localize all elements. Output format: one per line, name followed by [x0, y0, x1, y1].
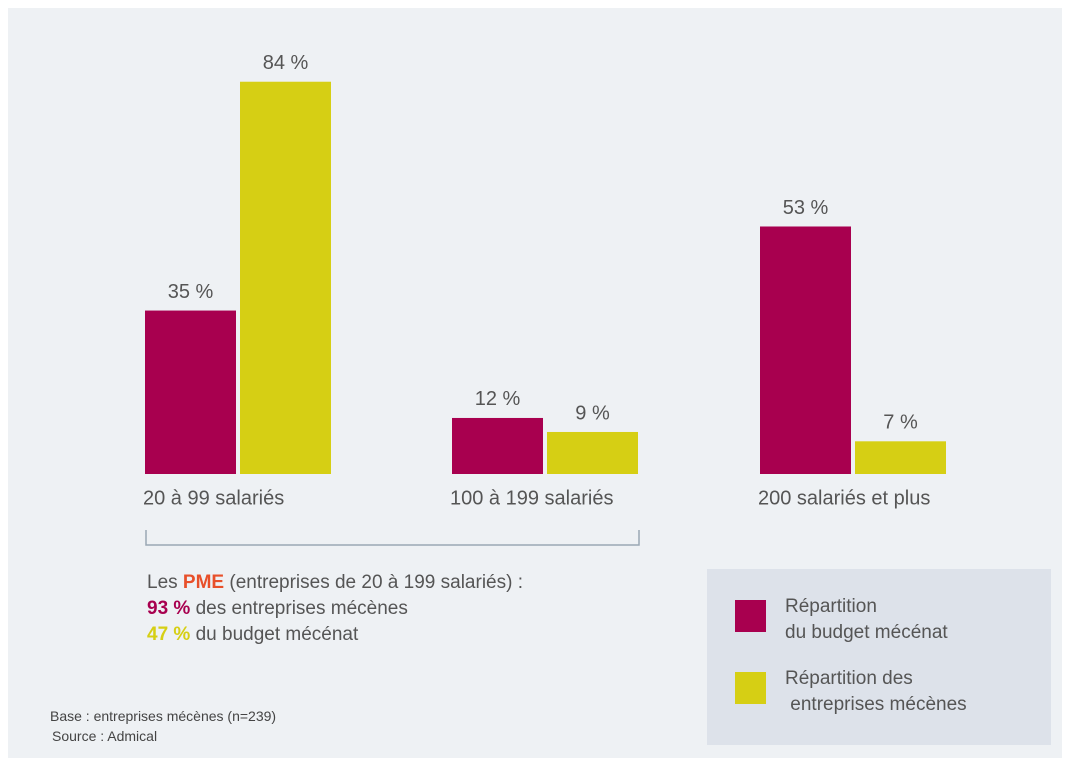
x-tick-label: 200 salariés et plus	[758, 487, 930, 509]
bar	[547, 431, 638, 474]
text: du budget mécénat	[190, 624, 359, 645]
legend: Répartition du budget mécénat Répartition…	[707, 569, 1051, 745]
text: (entreprises de 20 à 199 salariés) :	[224, 572, 523, 593]
text: Les	[147, 572, 183, 593]
legend-swatch	[735, 672, 766, 704]
value-label: 9 %	[575, 402, 610, 424]
text: des entreprises mécènes	[190, 598, 408, 619]
bar	[452, 417, 543, 474]
legend-label: Répartition des entreprises mécènes	[785, 668, 967, 715]
note: Source : Admical	[52, 728, 158, 744]
highlight: 93 %	[147, 598, 191, 619]
highlight: PME	[182, 572, 225, 593]
annotation-line: 47 % du budget mécénat	[147, 623, 358, 647]
annotation-line: Les PME (entreprises de 20 à 199 salarié…	[147, 571, 523, 595]
bar	[145, 310, 236, 474]
value-label: 53 %	[783, 197, 829, 219]
bracket	[145, 530, 640, 546]
highlight: 47 %	[147, 624, 191, 645]
legend-label: Répartition du budget mécénat	[785, 596, 948, 643]
value-label: 12 %	[475, 388, 521, 410]
value-label: 84 %	[263, 52, 309, 74]
x-tick-label: 100 à 199 salariés	[450, 487, 613, 509]
value-label: 7 %	[883, 412, 918, 434]
legend-swatch	[735, 600, 766, 632]
bar	[760, 226, 851, 474]
value-label: 35 %	[168, 281, 214, 303]
bar	[855, 441, 946, 474]
note: Base : entreprises mécènes (n=239)	[50, 708, 277, 724]
x-tick-label: 20 à 99 salariés	[143, 487, 284, 509]
annotation-line: 93 % des entreprises mécènes	[147, 597, 408, 621]
bar	[240, 81, 331, 474]
